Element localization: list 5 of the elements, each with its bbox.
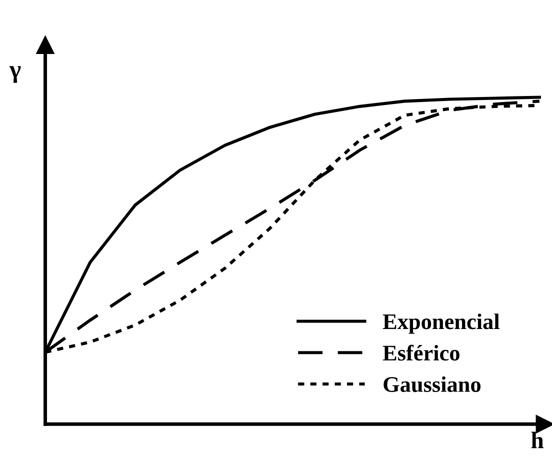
x-axis-title: h [531, 432, 544, 448]
legend-label: Gaussiano [384, 376, 480, 392]
legend-label: Esférico [382, 344, 460, 361]
legend-label: Exponencial [382, 314, 500, 334]
y-axis-title: γ [9, 66, 21, 83]
